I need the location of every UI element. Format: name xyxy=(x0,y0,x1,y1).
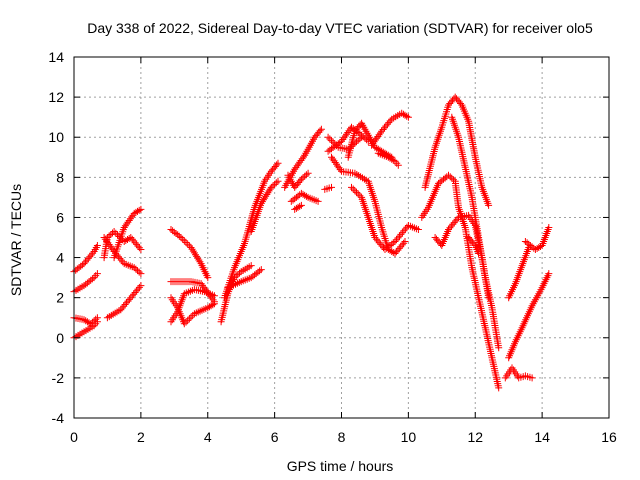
series-t36 xyxy=(505,244,533,302)
series-t24 xyxy=(328,153,409,257)
series-markers xyxy=(247,177,282,235)
y-tick-label: 4 xyxy=(56,250,64,266)
series-t28 xyxy=(348,183,422,253)
y-tick-label: 8 xyxy=(56,169,64,185)
series-markers xyxy=(465,234,483,257)
x-tick-label: 12 xyxy=(467,429,483,445)
x-tick-label: 8 xyxy=(338,429,346,445)
y-tick-label: 2 xyxy=(56,290,64,306)
series-t19 xyxy=(287,189,322,205)
chart-title: Day 338 of 2022, Sidereal Day-to-day VTE… xyxy=(87,20,593,36)
series-markers xyxy=(501,364,536,382)
series-t1 xyxy=(70,242,101,276)
series-markers xyxy=(368,109,412,149)
series-markers xyxy=(70,242,101,276)
series-markers xyxy=(284,169,312,191)
series-markers xyxy=(328,153,409,257)
series-t7 xyxy=(110,205,145,262)
y-tick-label: 12 xyxy=(48,89,64,105)
series-t33 xyxy=(465,234,483,257)
series-markers xyxy=(221,159,282,302)
y-tick-label: 14 xyxy=(48,49,64,65)
x-tick-label: 16 xyxy=(601,429,617,445)
series-t37 xyxy=(521,224,553,253)
series-markers xyxy=(505,244,533,302)
series-markers xyxy=(167,294,218,328)
y-tick-label: 0 xyxy=(56,330,64,346)
series-markers xyxy=(374,149,402,169)
series-t29 xyxy=(418,171,503,392)
x-tick-label: 4 xyxy=(204,429,212,445)
x-tick-label: 14 xyxy=(534,429,550,445)
x-tick-labels: 0 2 4 6 8 10 12 14 16 xyxy=(70,57,617,445)
series-t31 xyxy=(448,113,503,352)
series-markers xyxy=(167,226,212,282)
series-t16 xyxy=(247,177,282,235)
series-markers xyxy=(291,201,305,213)
data-points xyxy=(70,93,553,392)
grid-lines xyxy=(74,57,609,418)
y-tick-label: -2 xyxy=(52,370,65,386)
series-t27 xyxy=(374,149,402,169)
series-markers xyxy=(418,171,503,392)
x-tick-label: 2 xyxy=(137,429,145,445)
series-t18 xyxy=(284,169,312,191)
series-t8 xyxy=(103,282,145,322)
series-t30 xyxy=(421,93,493,209)
x-tick-label: 10 xyxy=(401,429,417,445)
series-t12 xyxy=(167,294,218,328)
x-tick-label: 6 xyxy=(271,429,279,445)
series-t35 xyxy=(505,270,553,362)
series-t20 xyxy=(291,201,305,213)
series-t26 xyxy=(368,109,412,149)
series-markers xyxy=(505,270,553,362)
y-tick-label: -4 xyxy=(52,410,65,426)
series-t2 xyxy=(70,270,101,296)
series-markers xyxy=(348,183,422,253)
y-tick-label: 10 xyxy=(48,129,64,145)
series-markers xyxy=(110,205,145,262)
series-t15 xyxy=(221,159,282,302)
series-t21 xyxy=(321,183,335,193)
y-tick-labels: -4 -2 0 2 4 6 8 10 12 14 xyxy=(48,49,609,426)
y-axis-label: SDTVAR / TECUs xyxy=(8,184,24,296)
series-markers xyxy=(287,189,322,205)
series-markers xyxy=(448,113,503,352)
x-axis-label: GPS time / hours xyxy=(287,458,394,474)
series-markers xyxy=(521,224,553,253)
series-t34 xyxy=(501,364,536,382)
x-tick-label: 0 xyxy=(70,429,78,445)
series-markers xyxy=(421,93,493,209)
series-markers xyxy=(70,270,101,296)
series-markers xyxy=(321,183,335,193)
series-t9 xyxy=(167,226,212,282)
y-tick-label: 6 xyxy=(56,209,64,225)
series-markers xyxy=(103,282,145,322)
